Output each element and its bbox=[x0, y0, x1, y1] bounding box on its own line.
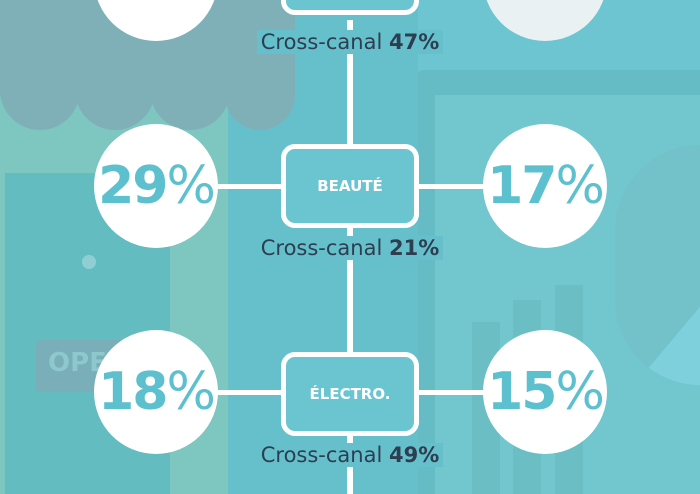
awning-scallop bbox=[75, 60, 155, 130]
category-label: ÉLECTRO. bbox=[309, 385, 391, 403]
percent-sign: % bbox=[166, 156, 215, 216]
cross-canal-label: Cross-canal bbox=[260, 236, 383, 260]
percent-sign: % bbox=[166, 362, 215, 422]
category-box bbox=[281, 0, 419, 15]
cross-canal-stat: Cross-canal 49% bbox=[230, 443, 470, 467]
left-stat-circle: 18% bbox=[94, 330, 218, 454]
cross-canal-label: Cross-canal bbox=[260, 30, 383, 54]
background-pie-chart bbox=[615, 145, 700, 385]
cross-canal-label: Cross-canal bbox=[260, 443, 383, 467]
stat-value: 17 bbox=[487, 156, 557, 216]
awning-scallop bbox=[225, 60, 295, 130]
cross-canal-value: 21% bbox=[389, 236, 440, 260]
awning-scallop bbox=[0, 60, 80, 130]
awning-scallop bbox=[150, 60, 230, 130]
percent-sign: % bbox=[555, 362, 604, 422]
category-box: BEAUTÉ bbox=[281, 144, 419, 228]
cross-canal-value: 47% bbox=[389, 30, 440, 54]
cross-canal-stat: Cross-canal 47% bbox=[230, 30, 470, 54]
cross-canal-value: 49% bbox=[389, 443, 440, 467]
category-label: BEAUTÉ bbox=[317, 177, 383, 195]
sign-hook-icon bbox=[82, 255, 96, 269]
left-stat-circle: 29% bbox=[94, 124, 218, 248]
percent-sign: % bbox=[555, 156, 604, 216]
right-stat-circle: 15% bbox=[483, 330, 607, 454]
cross-canal-stat: Cross-canal 21% bbox=[230, 236, 470, 260]
stat-value: 15 bbox=[487, 362, 557, 422]
stat-value: 29 bbox=[98, 156, 168, 216]
stat-value: 18 bbox=[98, 362, 168, 422]
category-box: ÉLECTRO. bbox=[281, 352, 419, 436]
right-stat-circle: 17% bbox=[483, 124, 607, 248]
